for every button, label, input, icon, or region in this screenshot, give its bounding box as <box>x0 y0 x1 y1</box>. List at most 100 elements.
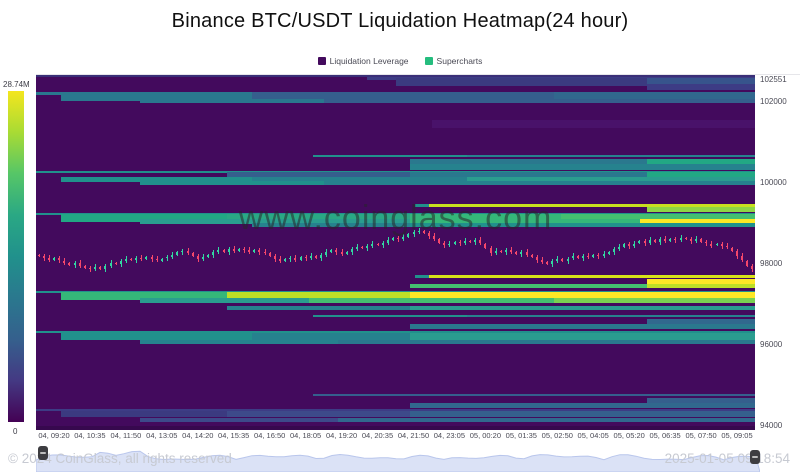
heat-row <box>36 398 755 404</box>
heat-segment <box>553 92 755 102</box>
candle-body <box>109 262 112 266</box>
heat-segment <box>61 177 252 182</box>
candle-body <box>479 240 482 244</box>
candle-body <box>556 259 559 262</box>
legend-item-supercharts[interactable]: Supercharts <box>424 56 482 66</box>
candle-body <box>597 254 600 257</box>
candle-body <box>330 249 333 252</box>
candle-body <box>736 250 738 256</box>
candle-body <box>587 255 590 258</box>
candle-body <box>268 253 271 256</box>
heat-segment <box>647 83 755 90</box>
legend-item-liquidation-leverage[interactable]: Liquidation Leverage <box>317 56 409 66</box>
candle-body <box>335 249 338 252</box>
candle-body <box>633 243 636 246</box>
heat-segment <box>140 180 324 185</box>
heat-segment <box>409 305 755 310</box>
navigator-area-chart[interactable] <box>36 444 760 472</box>
heat-segment <box>647 278 755 284</box>
heat-segment <box>251 92 554 102</box>
heat-row <box>36 409 755 411</box>
candle-body <box>124 258 127 262</box>
x-tick-label: 05, 00:20 <box>469 431 502 440</box>
heat-segment <box>226 291 410 300</box>
heat-segment <box>409 411 755 418</box>
candle-body <box>705 241 708 244</box>
candle-body <box>376 243 379 246</box>
heat-segment <box>467 154 755 157</box>
candle-body <box>273 255 276 259</box>
heat-segment <box>409 218 640 224</box>
candle-body <box>83 266 86 268</box>
heat-row <box>36 180 755 185</box>
y-tick-label: 98000 <box>760 258 783 268</box>
candle-body <box>520 252 523 254</box>
candle-body <box>412 232 415 234</box>
heat-segment <box>467 314 755 317</box>
candle-body <box>751 266 754 269</box>
candle-body <box>191 252 194 256</box>
candle-body <box>207 255 209 258</box>
candle-body <box>104 265 107 269</box>
heat-segment <box>409 171 648 180</box>
candle-body <box>309 256 312 259</box>
candle-body <box>546 262 548 264</box>
heat-row <box>36 305 755 310</box>
candle-body <box>417 230 420 233</box>
heat-segment <box>251 332 410 340</box>
candle-body <box>166 256 168 259</box>
heat-row <box>36 394 755 397</box>
heat-segment <box>409 159 648 166</box>
candle-body <box>628 244 631 246</box>
heat-segment <box>409 403 755 408</box>
navigator-left-handle[interactable] <box>38 446 48 460</box>
heatmap-plot-area[interactable]: www.coinglass.com <box>36 75 755 430</box>
chart-legend: Liquidation Leverage Supercharts <box>0 56 800 66</box>
heat-row <box>36 425 755 430</box>
candle-body <box>725 245 728 248</box>
heat-row <box>36 177 755 182</box>
heat-segment <box>61 213 227 222</box>
candle-body <box>88 267 91 269</box>
candle-body <box>47 258 50 260</box>
heat-segment <box>431 120 755 129</box>
candle-body <box>63 260 66 263</box>
heat-row <box>36 290 755 293</box>
x-tick-label: 04, 11:50 <box>110 431 142 440</box>
heat-row <box>36 314 755 317</box>
heat-row <box>36 332 755 340</box>
heat-row <box>36 298 755 304</box>
candle-body <box>617 246 620 250</box>
candle-body <box>684 237 687 240</box>
candle-body <box>366 245 369 249</box>
heat-segment <box>647 159 755 166</box>
candle-body <box>284 259 287 262</box>
candle-body <box>171 255 174 257</box>
candle-body <box>484 243 487 249</box>
heat-segment <box>312 314 468 317</box>
x-tick-label: 05, 06:35 <box>649 431 681 440</box>
heat-segment <box>640 218 755 224</box>
heat-segment <box>647 284 755 289</box>
heat-segment <box>36 425 755 430</box>
candle-body <box>294 257 297 260</box>
x-tick-label: 04, 09:20 <box>38 431 70 440</box>
candle-body <box>612 249 615 252</box>
candle-body <box>643 241 646 243</box>
navigator-right-handle[interactable] <box>750 450 760 464</box>
candle-body <box>427 233 430 237</box>
heat-segment <box>323 98 755 103</box>
heat-segment <box>226 411 410 418</box>
candle-body <box>58 257 61 261</box>
candle-body <box>741 255 744 261</box>
candle-body <box>530 254 533 257</box>
heat-segment <box>323 180 755 185</box>
legend-swatch-green-icon <box>424 57 433 65</box>
y-tick-label: 100000 <box>760 177 787 187</box>
candle-body <box>68 262 71 265</box>
heat-segment <box>409 332 755 340</box>
candle-body <box>664 239 667 241</box>
heat-row <box>36 164 755 171</box>
candle-body <box>253 250 256 252</box>
candle-body <box>345 251 348 254</box>
